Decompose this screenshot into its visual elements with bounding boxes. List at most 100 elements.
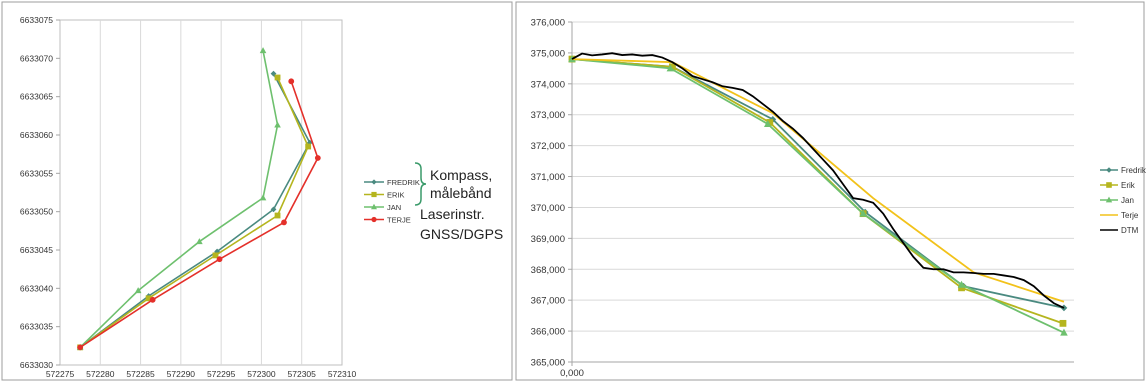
chart1-x-tick-label: 572300 bbox=[247, 369, 276, 379]
chart1-y-tick-label: 6633040 bbox=[20, 283, 53, 293]
chart1-y-tick-label: 6633050 bbox=[20, 207, 53, 217]
legend-label-terje: Terje bbox=[1121, 211, 1139, 220]
data-point-erik bbox=[145, 295, 152, 302]
data-point-jan bbox=[957, 280, 966, 288]
chart1-y-tick-label: 6633075 bbox=[20, 15, 53, 25]
legend-label-jan: JAN bbox=[387, 203, 401, 212]
chart1-x-tick-label: 572295 bbox=[207, 369, 236, 379]
chart1-y-axis: 6633030 6633035 6633040 6633045 6633050 66330… bbox=[20, 15, 60, 370]
data-point-jan bbox=[259, 194, 267, 201]
chart1-x-tick-label: 572275 bbox=[46, 369, 75, 379]
legend-marker-erik bbox=[1106, 182, 1112, 188]
legend-label-fredrik: Fredrik bbox=[1121, 166, 1146, 175]
legend-marker-jan bbox=[371, 203, 377, 210]
chart2-y-tick-label: 367,000 bbox=[531, 296, 565, 307]
data-point-erik bbox=[958, 284, 965, 292]
data-point-jan bbox=[763, 120, 772, 127]
series-line-dtm bbox=[571, 52, 1065, 309]
data-point-jan bbox=[274, 121, 281, 128]
data-point-erik bbox=[1059, 319, 1067, 327]
chart1-y-tick-label: 6633035 bbox=[20, 322, 53, 332]
chart2-y-tick-label: 376,000 bbox=[531, 18, 565, 29]
chart2-y-tick-label: 370,000 bbox=[531, 203, 565, 214]
data-point-terje bbox=[288, 78, 295, 85]
data-point-erik bbox=[305, 143, 312, 150]
data-point-erik bbox=[766, 119, 774, 126]
chart2-y-tick-label: 365,000 bbox=[531, 358, 565, 369]
annotation-text: Kompass, målebånd Laserinstr. GNSS/DGPS bbox=[420, 167, 503, 242]
chart1-y-tick-label: 6633065 bbox=[20, 92, 53, 102]
chart2-y-tick-label: 375,000 bbox=[531, 48, 565, 59]
legend-label-erik: ERIK bbox=[387, 191, 405, 200]
legend-label-erik: Erik bbox=[1121, 181, 1136, 190]
data-point-jan bbox=[666, 64, 675, 72]
chart2-x-axis: 0,0005,00010,00015,00020,00025,00030,000… bbox=[560, 362, 584, 379]
data-point-terje bbox=[281, 219, 287, 226]
data-point-erik bbox=[212, 252, 219, 259]
series-line-terje bbox=[79, 81, 319, 349]
legend-marker-jan bbox=[1105, 196, 1113, 203]
annotation-line-2: målebånd bbox=[430, 185, 492, 201]
series-line-fredrik bbox=[79, 73, 311, 349]
chart2-x-tick-label: 0,000 bbox=[560, 368, 584, 379]
series-line-terje bbox=[571, 58, 1065, 303]
chart1-y-tick-label: 6633055 bbox=[20, 168, 53, 178]
data-point-terje bbox=[314, 155, 321, 161]
chart2-y-tick-label: 366,000 bbox=[531, 327, 565, 338]
scatter-chart-coordinates: 6633030 6633035 6633040 6633045 6633050 66330… bbox=[1, 1, 513, 381]
chart1-x-tick-label: 572310 bbox=[328, 369, 357, 379]
legend-label-terje: TERJE bbox=[387, 216, 411, 225]
chart1-y-tick-label: 6633060 bbox=[20, 130, 53, 140]
chart2-series-group bbox=[568, 52, 1068, 336]
chart1-x-tick-label: 572280 bbox=[86, 369, 115, 379]
chart1-y-tick-label: 6633045 bbox=[20, 245, 53, 255]
legend-label-jan: Jan bbox=[1121, 196, 1134, 205]
legend-marker-fredrik bbox=[371, 179, 377, 185]
chart2-y-tick-label: 369,000 bbox=[531, 234, 565, 245]
legend-marker-terje bbox=[371, 216, 377, 223]
legend-marker-fredrik bbox=[1106, 167, 1112, 173]
chart1-series-group bbox=[76, 47, 321, 351]
chart1-x-tick-label: 572305 bbox=[288, 369, 317, 379]
data-point-jan bbox=[259, 47, 267, 54]
chart1-x-tick-label: 572290 bbox=[167, 369, 196, 379]
data-point-fredrik bbox=[306, 139, 313, 146]
chart2-y-tick-label: 374,000 bbox=[531, 79, 565, 90]
chart2-legend: Fredrik Erik Jan Terje DTM bbox=[1100, 166, 1146, 235]
series-line-jan bbox=[571, 58, 1065, 334]
chart1-y-tick-label: 6633070 bbox=[20, 53, 53, 63]
chart1-plot-border bbox=[59, 19, 343, 366]
chart1-x-axis: 572275 572280 572285 572290 572295 572300 5723… bbox=[46, 369, 357, 379]
chart1-frame bbox=[1, 1, 513, 381]
data-point-erik bbox=[274, 74, 281, 81]
data-point-terje bbox=[149, 296, 156, 303]
data-point-jan bbox=[859, 209, 867, 217]
chart2-y-tick-label: 372,000 bbox=[531, 141, 565, 152]
data-point-erik bbox=[274, 212, 281, 219]
chart1-legend: FREDRIK ERIK JAN TERJE bbox=[364, 178, 420, 225]
data-point-terje bbox=[77, 344, 84, 351]
data-point-jan bbox=[134, 287, 142, 294]
data-point-erik bbox=[669, 63, 676, 71]
data-point-jan bbox=[196, 238, 203, 245]
legend-brace bbox=[414, 162, 427, 206]
legend-marker-erik bbox=[371, 191, 377, 198]
data-point-fredrik bbox=[270, 70, 277, 77]
data-point-terje bbox=[216, 256, 223, 263]
chart1-gridlines bbox=[99, 20, 303, 365]
series-line-jan bbox=[79, 50, 279, 348]
chart2-y-axis: 365,000 366,000 367,000 368,000 369,000 370,0… bbox=[531, 18, 572, 369]
chart1-y-tick-label: 6633030 bbox=[20, 360, 53, 370]
chart1-x-tick-label: 572285 bbox=[126, 369, 155, 379]
chart2-y-tick-label: 373,000 bbox=[531, 110, 565, 121]
annotation-line-4: GNSS/DGPS bbox=[420, 226, 503, 242]
chart2-y-tick-label: 368,000 bbox=[531, 265, 565, 276]
legend-label-dtm: DTM bbox=[1121, 226, 1139, 235]
series-line-erik bbox=[571, 58, 1064, 325]
series-line-erik bbox=[79, 77, 310, 349]
annotation-line-1: Kompass, bbox=[430, 167, 492, 183]
data-point-fredrik bbox=[270, 206, 277, 213]
legend-label-fredrik: FREDRIK bbox=[387, 178, 420, 187]
